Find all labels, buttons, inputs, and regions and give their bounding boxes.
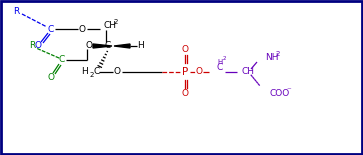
Text: 2: 2 — [276, 51, 280, 57]
Text: O: O — [78, 24, 86, 33]
Text: R: R — [29, 42, 35, 51]
Text: O: O — [34, 42, 41, 51]
Text: H: H — [217, 59, 223, 65]
Polygon shape — [114, 44, 130, 48]
Text: CH: CH — [104, 20, 117, 29]
Text: C: C — [105, 42, 111, 51]
Text: O: O — [114, 67, 121, 77]
Text: O: O — [182, 46, 188, 55]
Text: 2: 2 — [222, 57, 226, 62]
Text: O: O — [48, 73, 54, 82]
Text: R: R — [13, 7, 19, 16]
Text: 2: 2 — [114, 19, 118, 25]
Text: C: C — [48, 24, 54, 33]
Text: O: O — [196, 67, 203, 77]
Text: CH: CH — [242, 67, 255, 77]
Text: O: O — [86, 42, 93, 51]
Text: NH: NH — [265, 53, 278, 62]
Polygon shape — [93, 44, 112, 48]
Text: H: H — [138, 42, 144, 51]
Text: 2: 2 — [90, 72, 94, 78]
Text: O: O — [182, 89, 188, 98]
Text: C: C — [217, 64, 223, 73]
Text: P: P — [182, 67, 188, 77]
Text: C: C — [93, 67, 99, 77]
Text: H: H — [81, 67, 88, 77]
Text: COO: COO — [270, 89, 290, 98]
Text: C: C — [59, 55, 65, 64]
Text: ⁻: ⁻ — [286, 86, 291, 95]
